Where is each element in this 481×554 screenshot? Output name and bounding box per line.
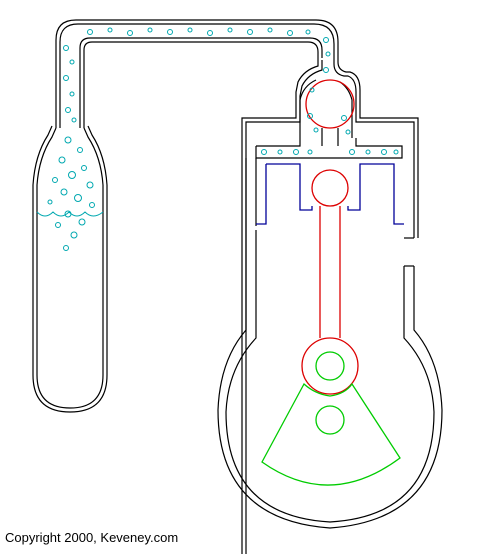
bubble (55, 222, 61, 228)
tank-inner-wall (36, 127, 104, 409)
bubble (393, 149, 399, 155)
bubble (365, 149, 371, 155)
bubble (127, 30, 133, 36)
bubble (247, 29, 253, 35)
bubble (63, 75, 69, 81)
crank-pin (315, 351, 345, 381)
bubble (323, 67, 329, 73)
bubble (78, 218, 86, 226)
bubble (287, 30, 293, 36)
bubble (47, 199, 53, 205)
bubble (307, 149, 313, 155)
bubble (167, 29, 173, 35)
bubble (305, 29, 311, 35)
cylinder-wall-left-inner (225, 158, 435, 523)
cylinder-head (255, 138, 403, 159)
bubble (60, 188, 68, 196)
bubble (293, 149, 299, 155)
bubble (68, 171, 76, 179)
bubble (261, 149, 267, 155)
bubble (341, 115, 347, 121)
bubble (64, 210, 72, 218)
valve-stem (321, 128, 339, 146)
crank-counterweight (261, 382, 401, 486)
copyright-text: Copyright 2000, Keveney.com (5, 530, 179, 545)
bubble (309, 87, 315, 93)
pipe-outer (55, 19, 419, 238)
bubble (63, 45, 69, 51)
pipe-inner-2 (79, 37, 323, 128)
fuel-surface (36, 211, 104, 217)
bubble (52, 177, 58, 183)
bubble (64, 136, 72, 144)
bubble (313, 127, 319, 133)
valve-housing-left (241, 58, 319, 554)
bubble (187, 27, 193, 33)
tank-outer-wall (32, 125, 108, 413)
bubble (323, 37, 329, 43)
bubble (70, 231, 78, 239)
connecting-rod (319, 206, 341, 338)
crank-pin-outer (301, 337, 359, 395)
bubble (307, 113, 313, 119)
bubble (69, 91, 75, 97)
bubble (349, 149, 355, 155)
bubble (147, 27, 153, 33)
fuel-bubbles (47, 27, 399, 251)
wrist-pin (311, 169, 349, 207)
bubble (71, 117, 77, 123)
bubble (107, 27, 113, 33)
bubble (381, 149, 387, 155)
bubble (77, 147, 83, 153)
valve-ball (305, 79, 355, 129)
bubble (207, 30, 213, 36)
bubble (87, 29, 93, 35)
bubble (81, 165, 87, 171)
bubble (63, 245, 69, 251)
bubble (277, 149, 283, 155)
valve-housing-left-2 (245, 60, 323, 554)
pipe-outer-2 (59, 23, 415, 238)
crankshaft (315, 405, 345, 435)
bubble (74, 194, 82, 202)
pipe-inner (83, 41, 319, 128)
bubble (58, 156, 66, 164)
bubble (89, 202, 95, 208)
cylinder-wall-left (217, 158, 443, 529)
bubble (227, 27, 233, 33)
bubble (325, 51, 331, 57)
bubble (65, 107, 71, 113)
bubble (86, 181, 94, 189)
bubble (267, 27, 273, 33)
piston (256, 163, 404, 225)
bubble (69, 59, 75, 65)
valve-housing-inner (299, 79, 353, 138)
bubble (345, 129, 351, 135)
